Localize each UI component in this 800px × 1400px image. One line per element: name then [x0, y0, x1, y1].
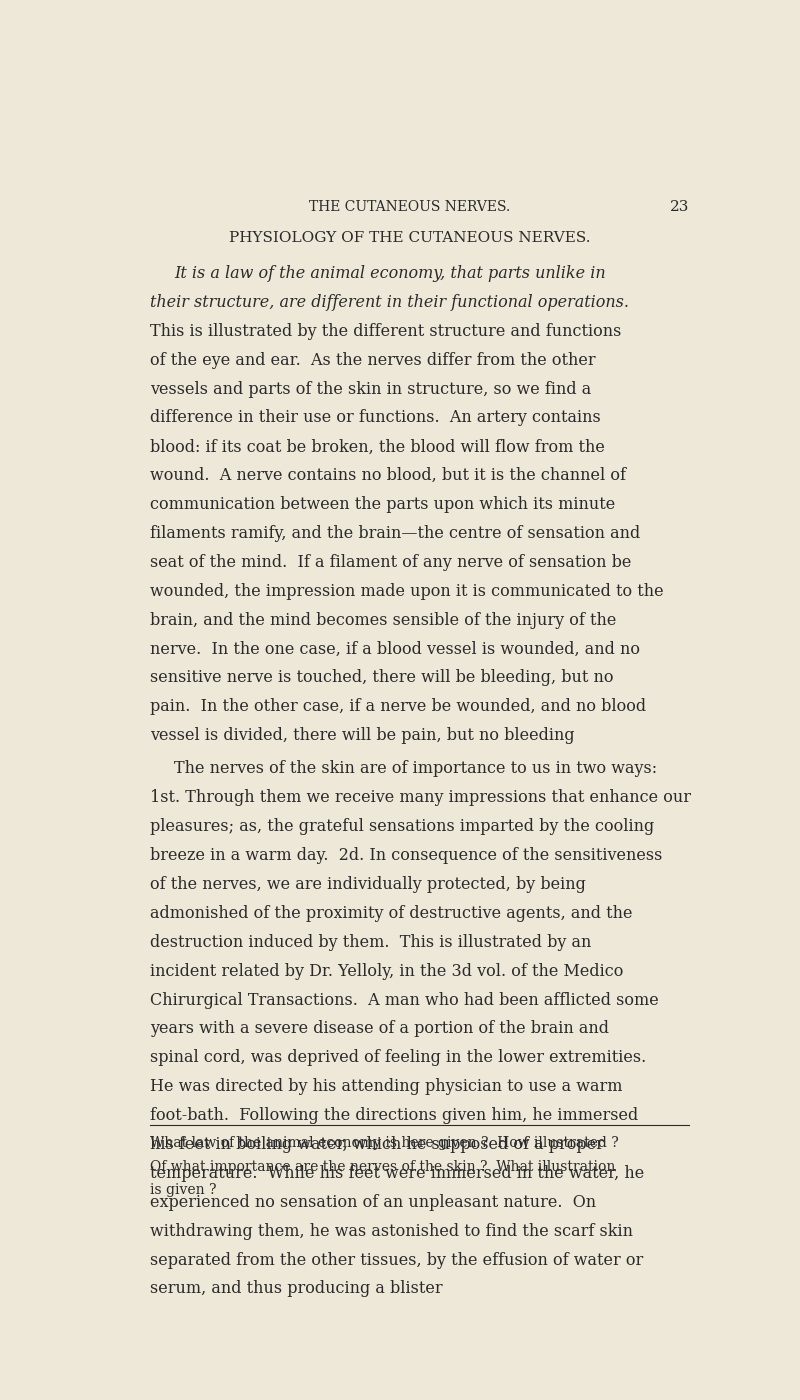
Text: seat of the mind.  If a filament of any nerve of sensation be: seat of the mind. If a filament of any n…: [150, 554, 631, 571]
Text: nerve.  In the one case, if a blood vessel is wounded, and no: nerve. In the one case, if a blood vesse…: [150, 641, 640, 658]
Text: Chirurgical Transactions.  A man who had been afflicted some: Chirurgical Transactions. A man who had …: [150, 991, 658, 1008]
Text: THE CUTANEOUS NERVES.: THE CUTANEOUS NERVES.: [310, 200, 510, 214]
Text: experienced no sensation of an unpleasant nature.  On: experienced no sensation of an unpleasan…: [150, 1194, 596, 1211]
Text: separated from the other tissues, by the effusion of water or: separated from the other tissues, by the…: [150, 1252, 643, 1268]
Text: pleasures; as, the grateful sensations imparted by the cooling: pleasures; as, the grateful sensations i…: [150, 818, 654, 836]
Text: temperature.  While his feet were immersed in the water, he: temperature. While his feet were immerse…: [150, 1165, 644, 1182]
Text: of the nerves, we are individually protected, by being: of the nerves, we are individually prote…: [150, 876, 586, 893]
Text: Of what importance are the nerves of the skin ?  What illustration: Of what importance are the nerves of the…: [150, 1159, 615, 1173]
Text: incident related by Dr. Yelloly, in the 3d vol. of the Medico: incident related by Dr. Yelloly, in the …: [150, 963, 623, 980]
Text: difference in their use or functions.  An artery contains: difference in their use or functions. An…: [150, 409, 600, 427]
Text: sensitive nerve is touched, there will be bleeding, but no: sensitive nerve is touched, there will b…: [150, 669, 613, 686]
Text: his feet in boiling water, which he supposed of a proper: his feet in boiling water, which he supp…: [150, 1135, 603, 1154]
Text: of the eye and ear.  As the nerves differ from the other: of the eye and ear. As the nerves differ…: [150, 351, 595, 368]
Text: communication between the parts upon which its minute: communication between the parts upon whi…: [150, 496, 615, 514]
Text: This is illustrated by the different structure and functions: This is illustrated by the different str…: [150, 323, 621, 340]
Text: vessel is divided, there will be pain, but no bleeding: vessel is divided, there will be pain, b…: [150, 727, 574, 745]
Text: filaments ramify, and the brain—the centre of sensation and: filaments ramify, and the brain—the cent…: [150, 525, 640, 542]
Text: admonished of the proximity of destructive agents, and the: admonished of the proximity of destructi…: [150, 904, 632, 923]
Text: wounded, the impression made upon it is communicated to the: wounded, the impression made upon it is …: [150, 582, 663, 599]
Text: serum, and thus producing a blister: serum, and thus producing a blister: [150, 1281, 442, 1298]
Text: The nerves of the skin are of importance to us in two ways:: The nerves of the skin are of importance…: [174, 760, 658, 777]
Text: vessels and parts of the skin in structure, so we find a: vessels and parts of the skin in structu…: [150, 381, 591, 398]
Text: is given ?: is given ?: [150, 1183, 216, 1197]
Text: brain, and the mind becomes sensible of the injury of the: brain, and the mind becomes sensible of …: [150, 612, 616, 629]
Text: breeze in a warm day.  2d. In consequence of the sensitiveness: breeze in a warm day. 2d. In consequence…: [150, 847, 662, 864]
Text: He was directed by his attending physician to use a warm: He was directed by his attending physici…: [150, 1078, 622, 1095]
Text: years with a severe disease of a portion of the brain and: years with a severe disease of a portion…: [150, 1021, 609, 1037]
Text: their structure, are different in their functional operations.: their structure, are different in their …: [150, 294, 629, 311]
Text: withdrawing them, he was astonished to find the scarf skin: withdrawing them, he was astonished to f…: [150, 1222, 633, 1240]
Text: PHYSIOLOGY OF THE CUTANEOUS NERVES.: PHYSIOLOGY OF THE CUTANEOUS NERVES.: [230, 231, 590, 245]
Text: pain.  In the other case, if a nerve be wounded, and no blood: pain. In the other case, if a nerve be w…: [150, 699, 646, 715]
Text: wound.  A nerve contains no blood, but it is the channel of: wound. A nerve contains no blood, but it…: [150, 468, 626, 484]
Text: What law of the animal economy is here given ?  How illustrated ?: What law of the animal economy is here g…: [150, 1135, 618, 1149]
Text: It is a law of the animal economy, that parts unlike in: It is a law of the animal economy, that …: [174, 265, 606, 281]
Text: blood: if its coat be broken, the blood will flow from the: blood: if its coat be broken, the blood …: [150, 438, 605, 455]
Text: 1st. Through them we receive many impressions that enhance our: 1st. Through them we receive many impres…: [150, 790, 690, 806]
Text: 23: 23: [670, 200, 689, 214]
Text: destruction induced by them.  This is illustrated by an: destruction induced by them. This is ill…: [150, 934, 591, 951]
Text: foot-bath.  Following the directions given him, he immersed: foot-bath. Following the directions give…: [150, 1107, 638, 1124]
Text: spinal cord, was deprived of feeling in the lower extremities.: spinal cord, was deprived of feeling in …: [150, 1050, 646, 1067]
